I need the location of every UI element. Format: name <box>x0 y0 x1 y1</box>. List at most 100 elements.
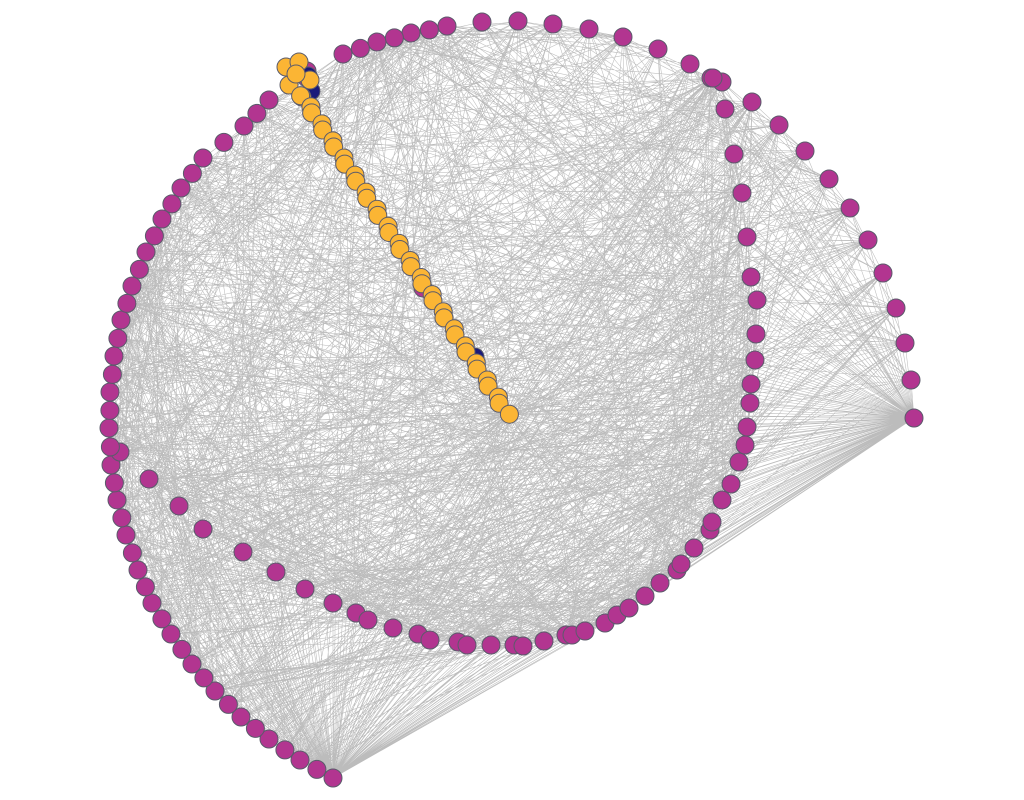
graph-node-magenta <box>508 11 528 31</box>
graph-node-magenta <box>193 519 213 539</box>
graph-node-magenta <box>136 242 156 262</box>
graph-node-magenta <box>108 328 128 348</box>
graph-node-magenta <box>437 16 457 36</box>
graph-node-magenta <box>703 68 723 88</box>
graph-node-magenta <box>116 525 136 545</box>
graph-node-magenta <box>144 226 164 246</box>
graph-node-orange <box>499 404 519 424</box>
graph-node-magenta <box>419 20 439 40</box>
graph-node-magenta <box>367 32 387 52</box>
graph-node-magenta <box>635 586 655 606</box>
graph-node-magenta <box>104 473 124 493</box>
graph-node-magenta <box>152 209 172 229</box>
graph-node-magenta <box>247 103 267 123</box>
graph-node-magenta <box>129 259 149 279</box>
graph-node-magenta <box>358 610 378 630</box>
graph-node-magenta <box>384 28 404 48</box>
graph-node-magenta <box>613 27 633 47</box>
graph-node-orange <box>286 64 306 84</box>
graph-node-magenta <box>769 115 789 135</box>
graph-node-magenta <box>172 639 192 659</box>
graph-node-magenta <box>117 293 137 313</box>
graph-node-magenta <box>194 668 214 688</box>
graph-node-magenta <box>729 452 749 472</box>
graph-node-magenta <box>122 543 142 563</box>
graph-node-magenta <box>543 14 563 34</box>
graph-node-magenta <box>193 148 213 168</box>
graph-node-magenta <box>245 718 265 738</box>
graph-node-magenta <box>735 435 755 455</box>
graph-node-magenta <box>275 740 295 760</box>
graph-node-magenta <box>152 609 172 629</box>
graph-node-magenta <box>290 750 310 770</box>
graph-node-magenta <box>111 310 131 330</box>
graph-node-magenta <box>182 163 202 183</box>
graph-node-magenta <box>671 554 691 574</box>
graph-node-magenta <box>142 593 162 613</box>
graph-node-magenta <box>575 621 595 641</box>
graph-node-magenta <box>534 631 554 651</box>
graph-node-magenta <box>161 624 181 644</box>
graph-node-magenta <box>205 681 225 701</box>
graph-node-magenta <box>259 729 279 749</box>
graph-node-magenta <box>895 333 915 353</box>
graph-node-magenta <box>218 694 238 714</box>
graph-node-magenta <box>741 374 761 394</box>
graph-node-magenta <box>712 490 732 510</box>
graph-node-magenta <box>295 579 315 599</box>
graph-node-magenta <box>746 324 766 344</box>
graph-node-magenta <box>840 198 860 218</box>
graph-node-magenta <box>737 417 757 437</box>
graph-node-magenta <box>333 44 353 64</box>
graph-node-magenta <box>724 144 744 164</box>
graph-node-magenta <box>472 12 492 32</box>
graph-node-magenta <box>901 370 921 390</box>
graph-node-magenta <box>715 99 735 119</box>
graph-node-magenta <box>214 132 234 152</box>
graph-node-magenta <box>169 496 189 516</box>
graph-node-magenta <box>721 474 741 494</box>
graph-node-magenta <box>650 573 670 593</box>
graph-node-magenta <box>747 290 767 310</box>
graph-node-magenta <box>684 538 704 558</box>
graph-node-magenta <box>742 92 762 112</box>
graph-node-magenta <box>266 562 286 582</box>
graph-node-magenta <box>100 382 120 402</box>
graph-node-magenta <box>819 169 839 189</box>
graph-node-magenta <box>102 364 122 384</box>
graph-node-magenta <box>122 276 142 296</box>
graph-node-magenta <box>481 635 501 655</box>
graph-node-magenta <box>99 418 119 438</box>
graph-node-magenta <box>680 54 700 74</box>
graph-node-magenta <box>737 227 757 247</box>
graph-node-magenta <box>234 116 254 136</box>
graph-node-magenta <box>112 508 132 528</box>
graph-nodes <box>99 11 924 788</box>
graph-node-magenta <box>350 38 370 58</box>
graph-node-magenta <box>171 178 191 198</box>
graph-node-magenta <box>795 141 815 161</box>
graph-node-magenta <box>323 768 343 788</box>
graph-node-magenta <box>702 512 722 532</box>
edge-mesh <box>108 20 915 779</box>
graph-edges <box>108 20 915 779</box>
graph-node-magenta <box>873 263 893 283</box>
graph-node-magenta <box>100 437 120 457</box>
graph-node-magenta <box>420 630 440 650</box>
graph-node-magenta <box>858 230 878 250</box>
graph-node-magenta <box>139 469 159 489</box>
graph-node-magenta <box>648 39 668 59</box>
graph-node-magenta <box>513 636 533 656</box>
graph-node-magenta <box>233 542 253 562</box>
graph-node-magenta <box>741 267 761 287</box>
graph-node-magenta <box>182 654 202 674</box>
graph-node-magenta <box>323 593 343 613</box>
graph-node-magenta <box>745 350 765 370</box>
graph-node-magenta <box>307 759 327 779</box>
graph-node-magenta <box>457 635 477 655</box>
graph-node-magenta <box>619 598 639 618</box>
graph-node-magenta <box>904 408 924 428</box>
graph-node-magenta <box>107 490 127 510</box>
graph-node-magenta <box>886 298 906 318</box>
